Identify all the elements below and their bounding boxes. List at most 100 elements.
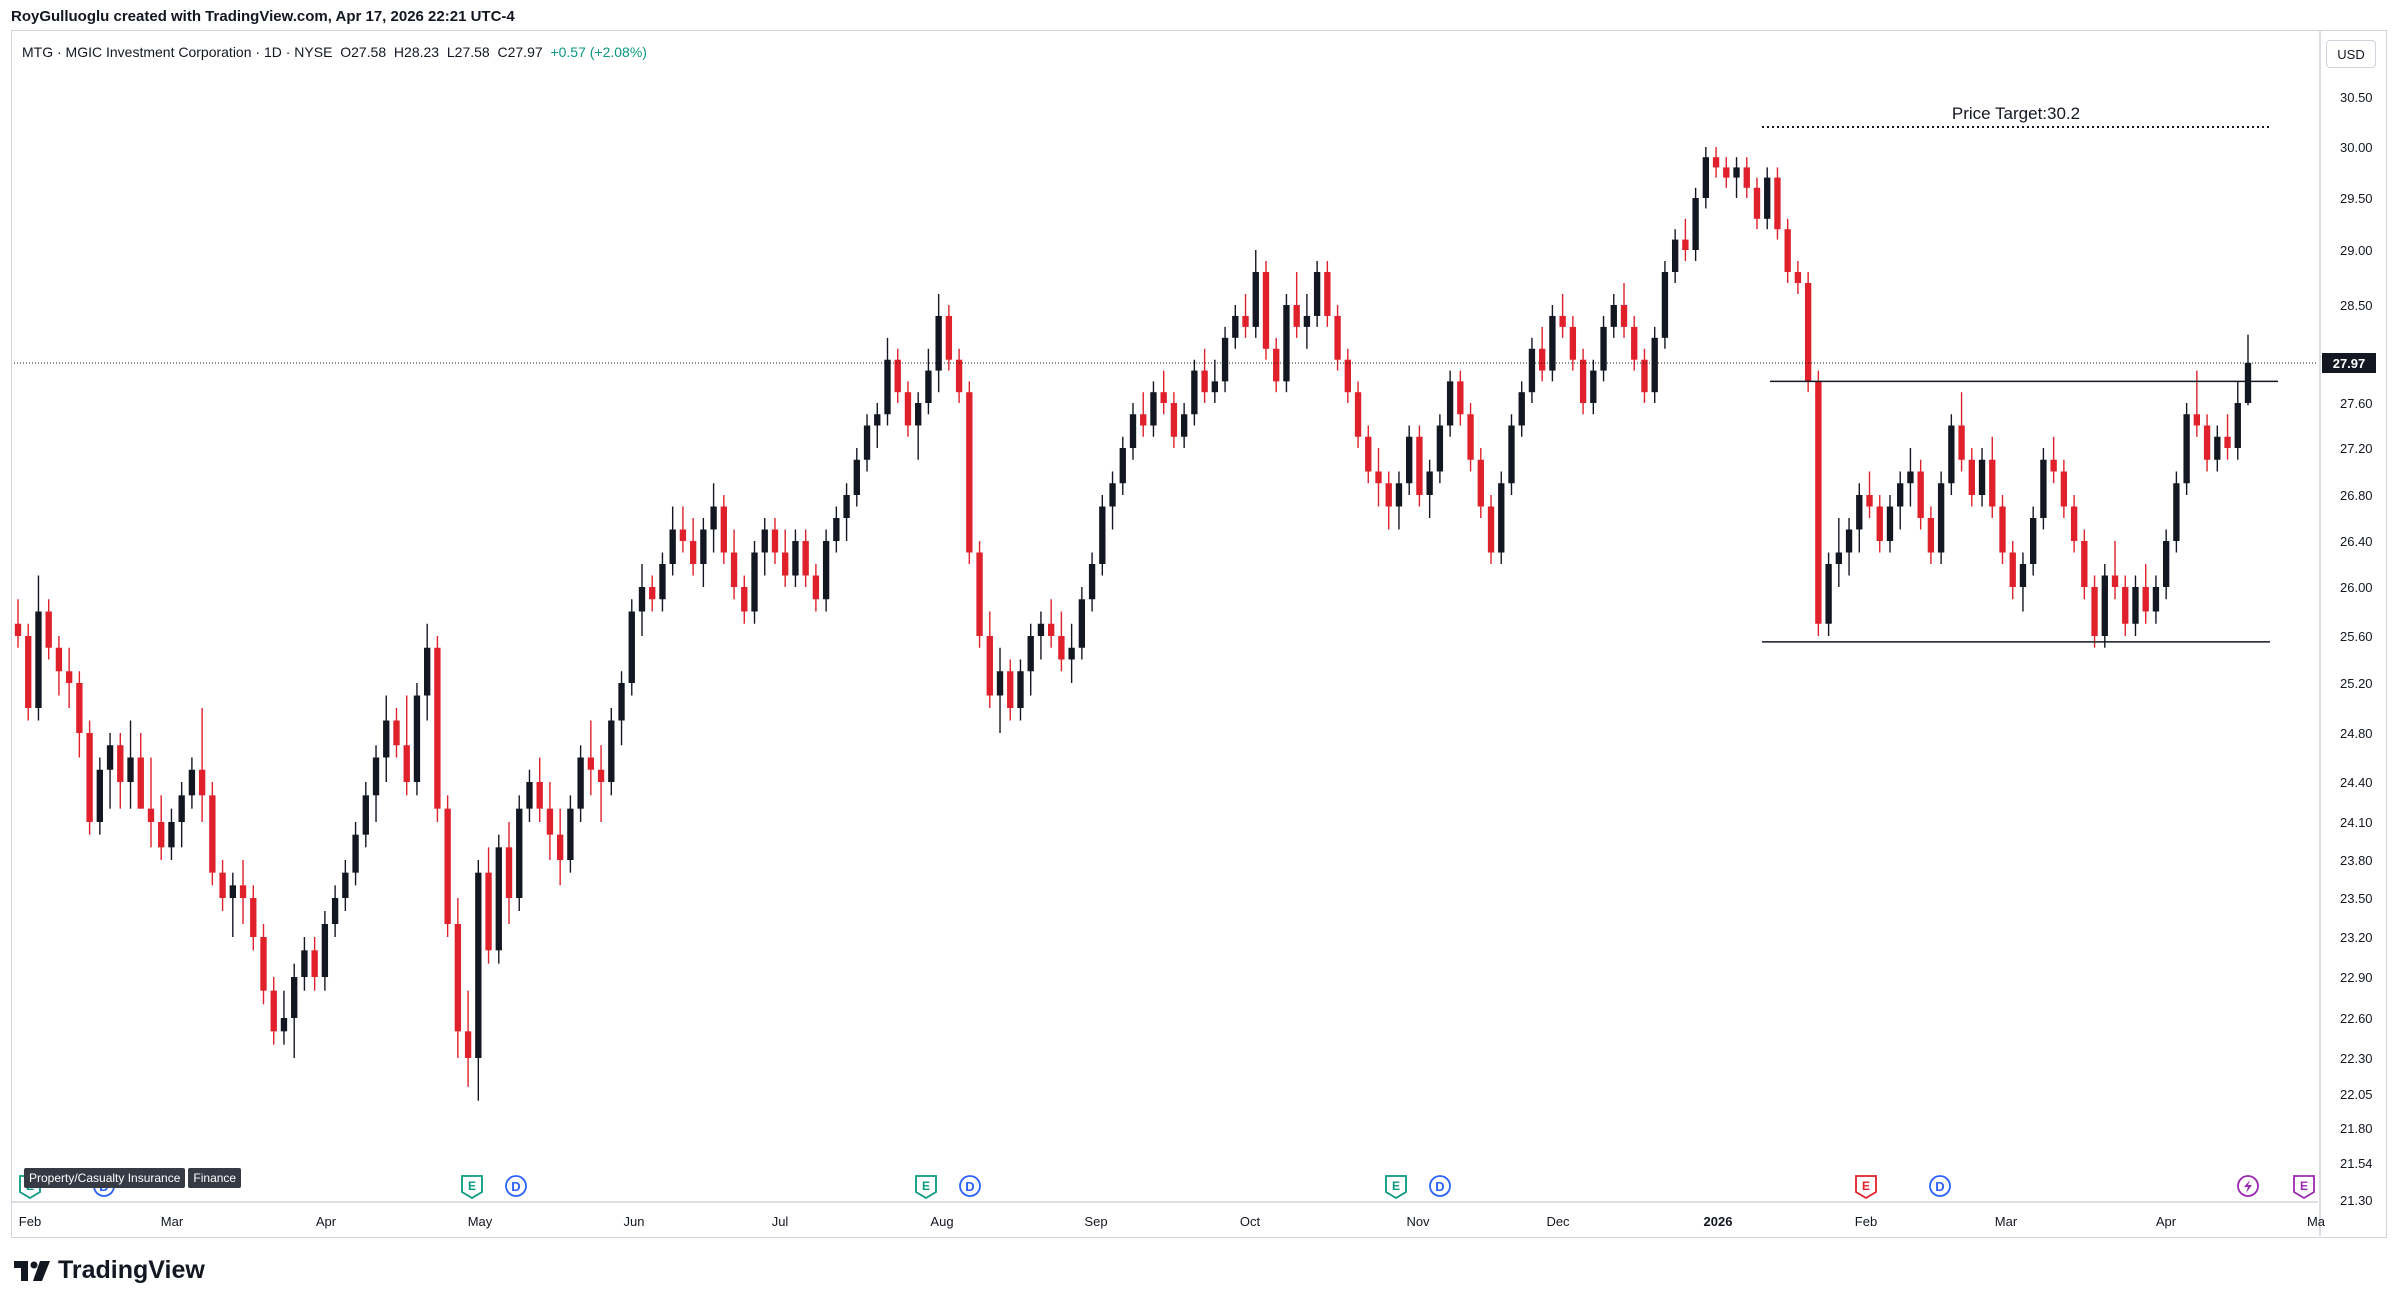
candle-body	[444, 808, 451, 924]
candle-body	[1293, 305, 1300, 327]
candle-body	[25, 636, 32, 708]
candle-body	[1119, 448, 1126, 484]
y-tick-label: 24.10	[2340, 815, 2373, 830]
candle-body	[587, 757, 595, 770]
candle-body	[424, 647, 431, 696]
candle-body	[833, 518, 840, 541]
candle-body	[2132, 587, 2139, 624]
candle-body	[321, 924, 329, 977]
x-tick-label: Jul	[772, 1214, 789, 1229]
candle-body	[812, 575, 820, 600]
candle-body	[659, 564, 666, 600]
y-tick-label: 22.60	[2340, 1011, 2373, 1026]
candle-body	[915, 403, 922, 426]
candle-body	[2244, 363, 2252, 403]
chart-frame	[11, 30, 2387, 1238]
candle-body	[1743, 167, 1750, 188]
candle-body	[1845, 529, 1853, 553]
candle-body	[147, 808, 155, 822]
legend-change: +0.57 (+2.08%)	[550, 44, 647, 60]
candle-body	[1180, 414, 1188, 437]
candle-body	[158, 822, 165, 848]
candle-body	[55, 647, 63, 672]
legend-low-label: L	[446, 44, 455, 60]
candle-body	[1324, 272, 1331, 316]
candle-body	[751, 552, 758, 612]
dividend-marker-icon	[505, 1175, 527, 1197]
candle-body	[1641, 359, 1648, 393]
y-tick-label: 22.30	[2340, 1051, 2373, 1066]
candle-body	[1498, 483, 1505, 553]
candle-body	[771, 529, 779, 553]
candle-body	[700, 529, 707, 564]
y-tick-label: 23.80	[2340, 853, 2373, 868]
candle-body	[782, 552, 789, 576]
y-tick-label: 22.05	[2340, 1087, 2373, 1102]
candle-body	[270, 990, 277, 1032]
candle-body	[45, 611, 52, 648]
legend-close: 27.97	[507, 44, 543, 60]
y-tick-label: 27.20	[2340, 441, 2373, 456]
candle-body	[331, 898, 339, 924]
candle-body	[2142, 587, 2149, 612]
candle-body	[2081, 541, 2088, 587]
candle-body	[1856, 495, 1863, 530]
price-target-label: Price Target:30.2	[1952, 104, 2080, 123]
candle-body	[1937, 483, 1945, 553]
candle-body	[1150, 392, 1157, 426]
dividend-marker-icon	[1429, 1175, 1451, 1197]
candle-body	[1232, 315, 1239, 338]
earnings-marker-letter: E	[922, 1179, 930, 1193]
candle-body	[874, 414, 881, 426]
legend-close-label: C	[497, 44, 508, 60]
dividend-marker-letter: D	[1935, 1179, 1944, 1194]
sector-tag[interactable]: Property/Casualty Insurance	[24, 1168, 186, 1188]
x-tick-label: Nov	[1406, 1214, 1430, 1229]
x-tick-label: Dec	[1546, 1214, 1570, 1229]
earnings-marker-letter: E	[468, 1179, 476, 1193]
legend-open: 27.58	[351, 44, 387, 60]
currency-button[interactable]: USD	[2326, 40, 2376, 68]
x-tick-label: Apr	[316, 1214, 337, 1229]
y-tick-label: 26.00	[2340, 580, 2373, 595]
candle-body	[1191, 370, 1198, 415]
last-price-label: 27.97	[2333, 356, 2366, 371]
candle-body	[1989, 459, 1996, 507]
tradingview-brand[interactable]: TradingView	[14, 1256, 205, 1285]
candle-body	[843, 495, 850, 518]
candle-body	[198, 769, 206, 796]
candle-body	[2091, 587, 2098, 636]
candle-body	[720, 506, 727, 553]
candle-body	[1334, 315, 1341, 360]
candle-body	[925, 370, 932, 403]
candle-body	[188, 769, 196, 796]
candle-body	[597, 769, 605, 782]
candle-body	[1825, 564, 1832, 624]
candle-body	[884, 359, 891, 415]
candle-body	[669, 529, 676, 564]
candle-body	[495, 847, 502, 951]
candle-body	[1968, 459, 1975, 495]
candle-body	[966, 392, 973, 553]
candle-body	[1252, 272, 1259, 327]
candle-body	[1262, 272, 1270, 349]
candle-body	[1866, 495, 1873, 507]
candle-body	[1610, 305, 1617, 327]
candle-body	[2111, 575, 2119, 587]
dividend-marker-icon	[1929, 1175, 1951, 1197]
industry-tag[interactable]: Finance	[188, 1168, 242, 1188]
candle-body	[1037, 623, 1045, 636]
candle-body	[1109, 483, 1116, 507]
candle-body	[1518, 392, 1525, 426]
candle-body	[1569, 326, 1577, 360]
dividend-marker-letter: D	[511, 1179, 520, 1194]
earnings-marker-letter: E	[2300, 1179, 2308, 1193]
candle-body	[1395, 483, 1403, 507]
candle-body	[1927, 518, 1935, 553]
candle-body	[1068, 647, 1075, 660]
candle-body	[710, 506, 717, 530]
candle-body	[1242, 315, 1249, 327]
candle-body	[1784, 229, 1791, 272]
x-tick-label: Mar	[1995, 1214, 2018, 1229]
